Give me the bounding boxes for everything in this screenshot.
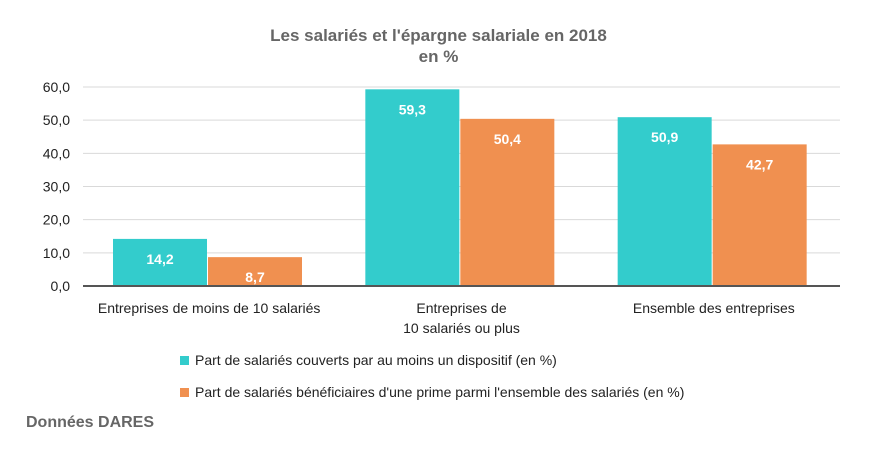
bar: [113, 238, 207, 286]
y-tick-label: 50,0: [43, 112, 70, 128]
y-tick-label: 20,0: [43, 212, 70, 228]
legend-item-covered: Part de salariés couverts par au moins u…: [180, 352, 557, 368]
bar: [460, 118, 555, 286]
y-tick-label: 10,0: [43, 245, 70, 261]
bar: [712, 144, 807, 286]
x-tick-label: 10 salariés ou plus: [403, 320, 520, 336]
chart-subtitle: en %: [418, 47, 459, 66]
x-tick-label: Ensemble des entreprises: [633, 300, 795, 316]
x-tick-label: Entreprises de moins de 10 salariés: [98, 300, 321, 316]
y-tick-label: 0,0: [51, 278, 71, 294]
y-tick-label: 60,0: [43, 79, 70, 95]
bar-value-label: 42,7: [746, 156, 773, 172]
legend-label: Part de salariés bénéficiaires d'une pri…: [195, 384, 685, 400]
bar-value-label: 50,4: [494, 131, 521, 147]
bar: [208, 257, 302, 286]
bar: [365, 89, 460, 287]
source-note: Données DARES: [26, 414, 155, 431]
bar-value-label: 59,3: [399, 101, 426, 117]
legend-item-bonus: Part de salariés bénéficiaires d'une pri…: [180, 384, 684, 400]
x-tick-label: Entreprises de: [416, 300, 506, 316]
bar-value-label: 50,9: [651, 129, 678, 145]
chart-title: Les salariés et l'épargne salariale en 2…: [270, 26, 607, 45]
bar-value-label: 8,7: [245, 269, 265, 285]
bar-value-label: 14,2: [146, 251, 173, 267]
bar: [617, 117, 712, 286]
legend-label: Part de salariés couverts par au moins u…: [195, 352, 557, 368]
y-tick-label: 40,0: [43, 145, 70, 161]
y-tick-label: 30,0: [43, 179, 70, 195]
legend-swatch: [180, 355, 189, 365]
legend-swatch: [180, 387, 189, 397]
